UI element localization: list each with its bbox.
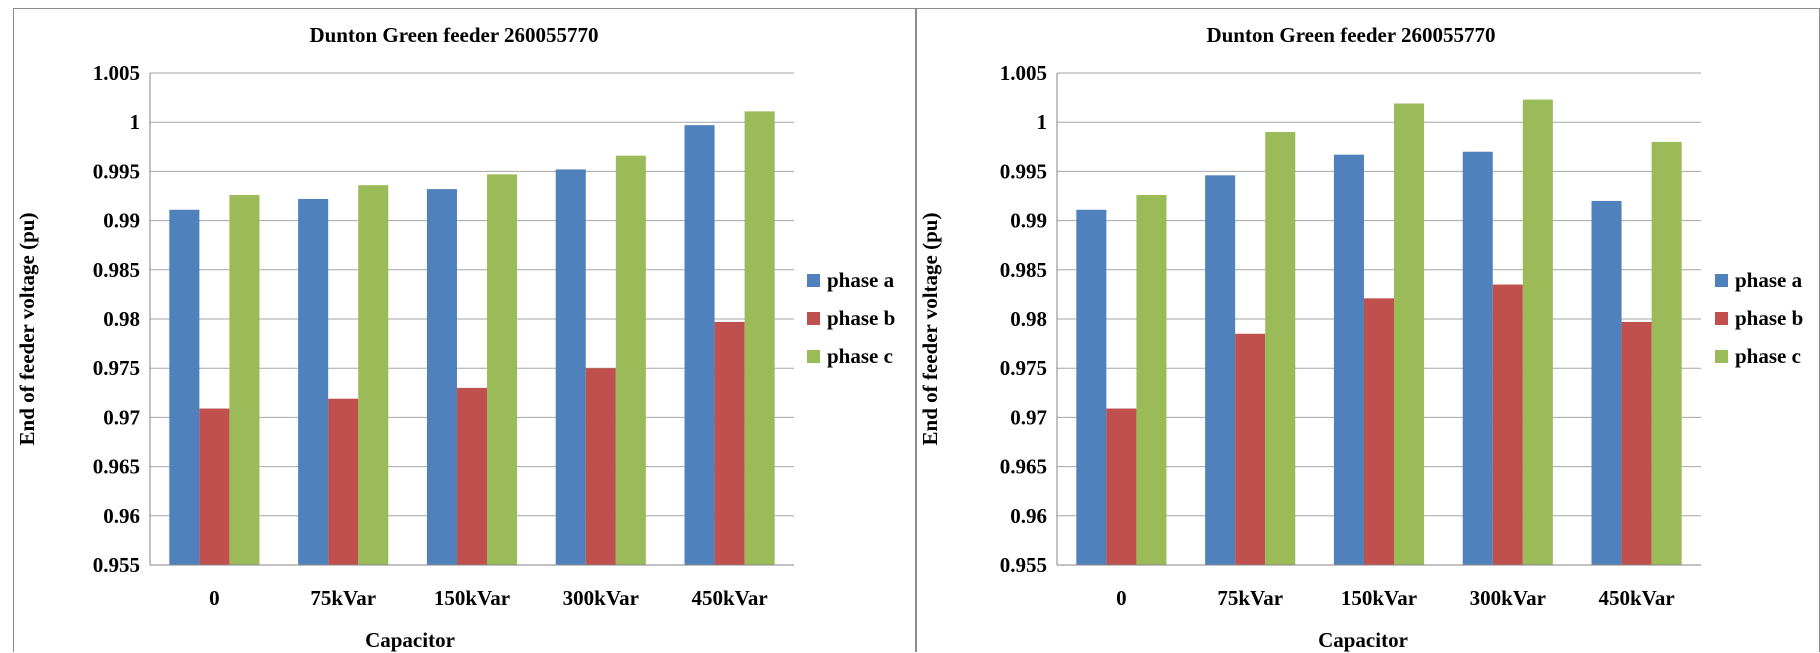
x-tick-label: 0 [1116,586,1127,610]
legend-swatch [807,350,820,363]
bar-phase-a-1 [298,198,329,565]
x-tick-label: 450kVar [1598,586,1674,610]
bar-chart-right: Dunton Green feeder 260055770 End of fee… [918,23,1803,652]
bar-phase-a-0 [169,209,200,565]
legend-swatch [1715,350,1728,363]
y-tick-label: 0.965 [93,455,140,479]
legend-swatch [1715,274,1728,287]
bar-chart-left: Dunton Green feeder 260055770 End of fee… [15,23,895,652]
legend-swatch [807,312,820,325]
bar-phase-c-3 [1522,99,1553,566]
bar-phase-a-3 [1462,151,1493,565]
bar-phase-c-4 [744,111,775,565]
bar-phase-c-2 [1394,103,1425,565]
y-tick-label: 0.99 [103,209,140,233]
legend-swatch [1715,312,1728,325]
bar-phase-a-3 [555,169,586,565]
x-axis-label: Capacitor [1318,628,1408,652]
y-tick-label: 0.975 [93,356,140,380]
bar-phase-a-4 [1591,200,1622,566]
y-tick-label: 0.99 [1010,209,1047,233]
legend-label: phase a [827,268,895,292]
legend-swatch [807,274,820,287]
bar-phase-c-3 [615,155,646,565]
y-tick-label: 0.97 [103,405,140,429]
legend-label: phase b [827,306,895,330]
bar-phase-b-1 [1235,333,1266,565]
y-tick-label: 1 [1037,110,1048,134]
chart-title: Dunton Green feeder 260055770 [1206,23,1495,47]
bar-phase-a-1 [1205,175,1236,565]
x-tick-label: 150kVar [1341,586,1417,610]
legend-label: phase a [1735,268,1803,292]
bar-phase-c-1 [1265,132,1296,565]
bar-phase-c-0 [1136,195,1167,566]
y-tick-label: 0.96 [1010,504,1047,528]
y-tick-label: 1 [130,110,141,134]
bar-phase-c-1 [358,185,389,565]
chart-panel-left: Dunton Green feeder 260055770 End of fee… [13,8,916,652]
chart-panel-right: Dunton Green feeder 260055770 End of fee… [916,8,1820,652]
bar-phase-a-2 [1333,154,1364,565]
y-tick-label: 0.96 [103,504,140,528]
bar-phase-b-0 [1106,408,1137,565]
x-tick-label: 300kVar [563,586,639,610]
bar-phase-b-0 [199,408,230,565]
bar-phase-b-2 [456,387,488,565]
y-tick-label: 1.005 [1000,61,1047,85]
y-tick-label: 0.98 [103,307,140,331]
bar-phase-b-3 [585,368,616,565]
bar-phase-b-4 [1621,321,1652,565]
legend-label: phase c [827,344,893,368]
x-axis-label: Capacitor [365,628,455,652]
bar-phase-c-4 [1651,141,1682,565]
bar-phase-b-3 [1492,284,1523,565]
y-axis-label: End of feeder voltage (pu) [15,213,39,446]
bar-phase-c-2 [487,174,518,566]
y-tick-label: 0.955 [1000,553,1047,577]
chart-title: Dunton Green feeder 260055770 [309,23,598,47]
y-tick-label: 0.965 [1000,455,1047,479]
bar-phase-b-2 [1363,298,1395,565]
bar-phase-c-0 [229,195,260,566]
x-tick-label: 300kVar [1470,586,1546,610]
y-tick-label: 0.975 [1000,356,1047,380]
y-tick-label: 0.995 [93,159,140,183]
legend: phase a phase b phase c [1715,268,1803,368]
y-tick-label: 0.97 [1010,405,1047,429]
y-tick-label: 0.98 [1010,307,1047,331]
x-tick-label: 75kVar [310,586,376,610]
y-tick-label: 1.005 [93,61,140,85]
bar-phase-a-2 [426,189,457,565]
bar-phase-b-4 [714,321,745,565]
x-tick-label: 75kVar [1217,586,1283,610]
y-tick-label: 0.955 [93,553,140,577]
y-axis-label: End of feeder voltage (pu) [918,213,942,446]
x-tick-label: 450kVar [691,586,767,610]
legend: phase a phase b phase c [807,268,895,368]
y-tick-label: 0.985 [93,258,140,282]
legend-label: phase c [1735,344,1801,368]
y-tick-label: 0.995 [1000,159,1047,183]
bar-phase-a-0 [1076,209,1107,565]
x-tick-label: 0 [209,586,220,610]
bar-phase-b-1 [328,398,359,565]
legend-label: phase b [1735,306,1803,330]
y-tick-label: 0.985 [1000,258,1047,282]
x-tick-label: 150kVar [434,586,510,610]
bar-phase-a-4 [684,125,715,565]
